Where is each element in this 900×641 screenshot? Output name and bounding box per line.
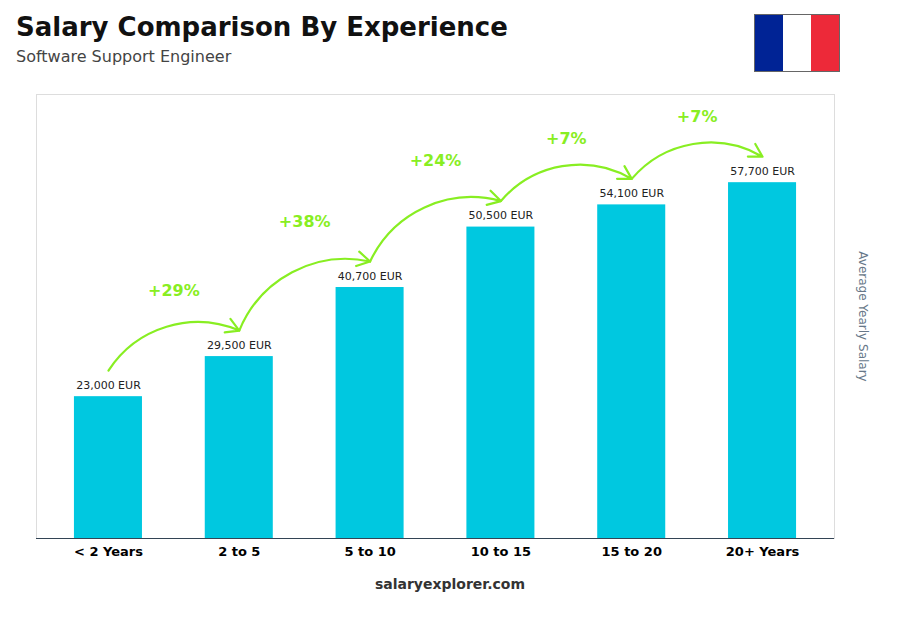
- svg-text:5 to 10: 5 to 10: [344, 544, 395, 559]
- svg-text:54,100 EUR: 54,100 EUR: [599, 187, 664, 200]
- svg-text:+24%: +24%: [410, 151, 462, 170]
- svg-text:2 to 5: 2 to 5: [218, 544, 260, 559]
- svg-text:57,700 EUR: 57,700 EUR: [730, 165, 795, 178]
- svg-text:15 to 20: 15 to 20: [602, 544, 662, 559]
- svg-text:+29%: +29%: [148, 281, 200, 300]
- html-text:Software Support Engineer: Software Support Engineer: [16, 47, 232, 66]
- svg-text:Average Yearly Salary: Average Yearly Salary: [856, 251, 870, 381]
- svg-text:20+ Years: 20+ Years: [726, 544, 800, 559]
- svg-text:10 to 15: 10 to 15: [471, 544, 531, 559]
- svg-text:40,700 EUR: 40,700 EUR: [338, 270, 403, 283]
- svg-text:< 2 Years: < 2 Years: [74, 544, 143, 559]
- svg-text:50,500 EUR: 50,500 EUR: [469, 209, 534, 222]
- svg-text:+38%: +38%: [279, 212, 331, 231]
- svg-text:29,500 EUR: 29,500 EUR: [207, 339, 272, 352]
- svg-text:+7%: +7%: [546, 129, 587, 148]
- svg-text:+7%: +7%: [677, 107, 718, 126]
- html-text:Salary Comparison By Experienc: Salary Comparison By Experience: [16, 12, 508, 42]
- svg-text:23,000 EUR: 23,000 EUR: [76, 379, 141, 392]
- html-text:salaryexplorer.com: salaryexplorer.com: [374, 576, 526, 592]
